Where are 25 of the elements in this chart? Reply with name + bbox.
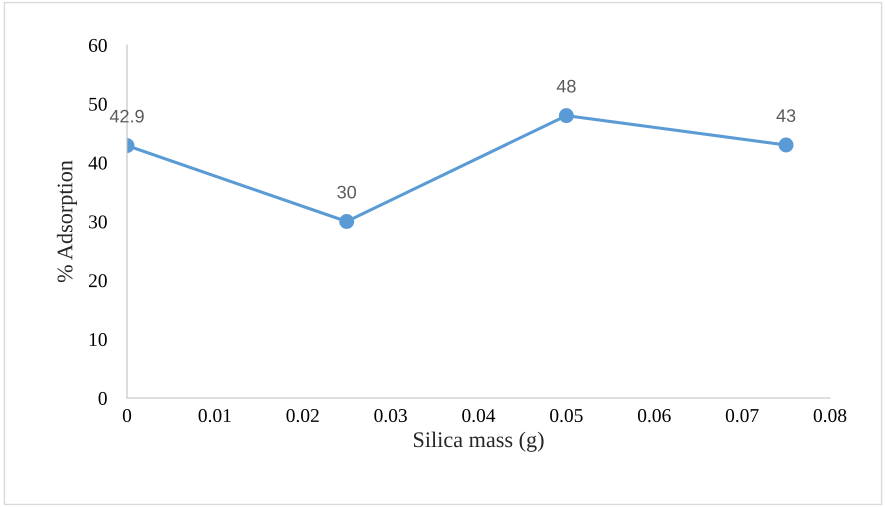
data-label: 42.9: [110, 110, 144, 123]
y-tick-label: 30: [89, 215, 107, 228]
y-tick-label: 0: [98, 392, 107, 405]
y-tick-label: 40: [88, 156, 107, 170]
x-tick-label: 0.06: [638, 408, 671, 422]
y-axis-title: % Adsorption: [56, 160, 77, 282]
data-label: 48: [556, 80, 576, 93]
x-tick-label: 0.02: [286, 408, 319, 422]
y-tick-label: 60: [88, 38, 107, 52]
y-tick-label: 20: [88, 274, 107, 288]
x-axis-title: Silica mass (g): [414, 432, 544, 452]
x-tick-label: 0.08: [814, 408, 846, 422]
x-tick-label: 0.05: [550, 408, 583, 422]
x-tick-label: 0.07: [726, 408, 759, 422]
y-tick-label: 50: [89, 98, 107, 111]
point: [778, 138, 794, 152]
data-label: 30: [337, 186, 356, 198]
x-tick-label: 0.01: [198, 408, 231, 422]
y-tick-label: 10: [90, 332, 107, 346]
point: [558, 108, 574, 124]
x-tick-label: 0.03: [374, 408, 407, 422]
x-tick-label: 0.04: [462, 408, 496, 422]
x-tick-label: 0: [122, 408, 132, 422]
data-label: 43: [776, 109, 796, 122]
point: [339, 214, 354, 229]
